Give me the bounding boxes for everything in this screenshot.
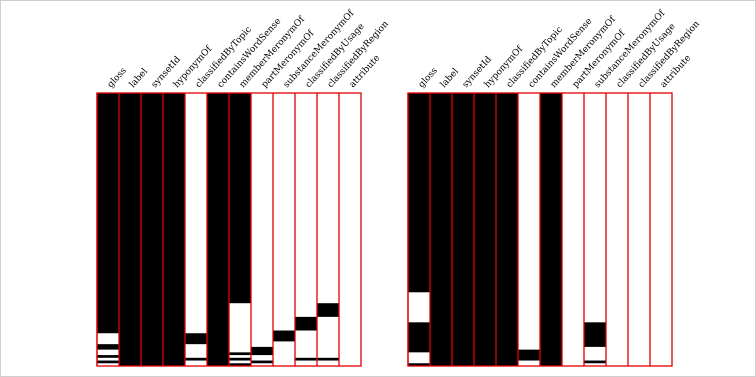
- column-segment: [97, 93, 119, 334]
- column-segment: [251, 360, 273, 364]
- column-segment: [452, 93, 474, 366]
- column-segment: [97, 344, 119, 350]
- column-background: [650, 93, 672, 366]
- panel-border: [407, 92, 673, 367]
- column-segment: [229, 357, 251, 361]
- column-segment: [207, 93, 229, 366]
- column-segment: [229, 352, 251, 356]
- column-segment: [584, 360, 606, 364]
- column-segment: [185, 333, 207, 345]
- column-label: label: [439, 67, 461, 90]
- column-segment: [408, 93, 430, 293]
- column-segment: [251, 346, 273, 356]
- column-background: [584, 93, 606, 366]
- column-background: [562, 93, 584, 366]
- column-background: [295, 93, 317, 366]
- column-label: label: [128, 67, 150, 90]
- column-segment: [273, 330, 295, 342]
- column-segment: [518, 349, 540, 361]
- column-segment: [119, 93, 141, 366]
- column-background: [628, 93, 650, 366]
- panel-border: [96, 92, 362, 367]
- column-background: [251, 93, 273, 366]
- column-segment: [295, 357, 317, 361]
- column-segment: [295, 316, 317, 331]
- column-segment: [185, 357, 207, 361]
- column-segment: [229, 93, 251, 304]
- column-background: [339, 93, 361, 366]
- column-segment: [540, 93, 562, 366]
- column-segment: [584, 322, 606, 347]
- column-segment: [229, 363, 251, 366]
- column-background: [317, 93, 339, 366]
- column-background: [518, 93, 540, 366]
- column-label: gloss: [417, 66, 440, 90]
- column-segment: [317, 303, 339, 317]
- column-background: [273, 93, 295, 366]
- column-segment: [408, 322, 430, 353]
- column-segment: [97, 355, 119, 358]
- column-segment: [474, 93, 496, 366]
- column-label: gloss: [106, 66, 129, 90]
- column-segment: [141, 93, 163, 366]
- column-segment: [163, 93, 185, 366]
- column-segment: [97, 360, 119, 364]
- column-segment: [317, 357, 339, 361]
- column-segment: [496, 93, 518, 366]
- column-segment: [408, 363, 430, 366]
- column-segment: [430, 93, 452, 366]
- column-background: [606, 93, 628, 366]
- column-background: [185, 93, 207, 366]
